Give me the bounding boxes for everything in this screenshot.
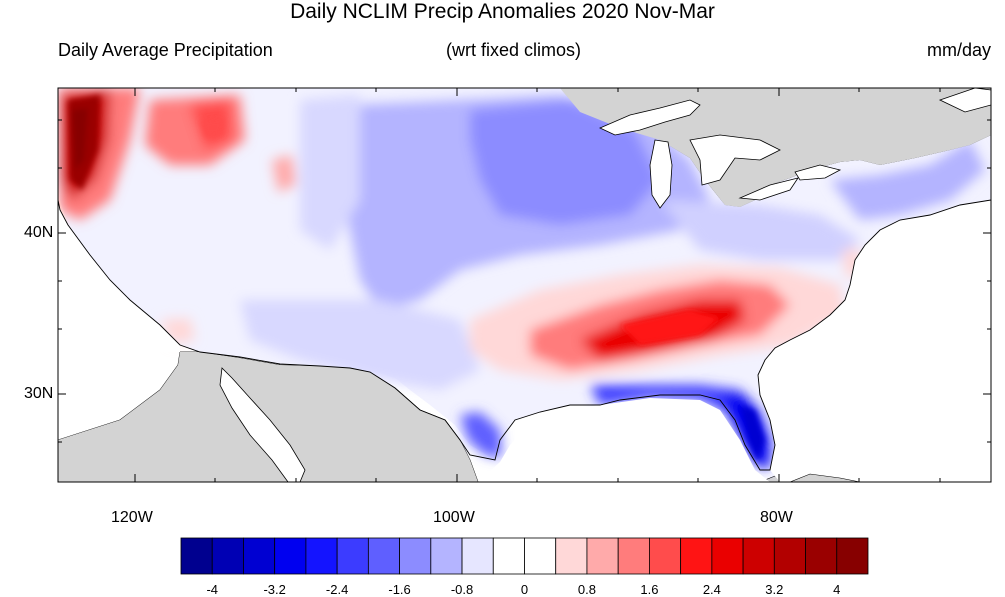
lake-erie <box>738 177 799 201</box>
colorbar-swatch <box>680 537 713 575</box>
axis-ticks <box>58 88 991 482</box>
colorbar-label: 2.4 <box>702 582 721 597</box>
colorbar-swatch <box>649 537 682 575</box>
pacific-mask <box>58 200 180 352</box>
colorbar-swatch <box>524 537 557 575</box>
lon-label-80w: 80W <box>760 509 793 526</box>
colorbar-swatch <box>711 537 744 575</box>
lake-huron <box>689 134 781 186</box>
colorbar-swatch <box>274 537 307 575</box>
center-subtitle: (wrt fixed climos) <box>446 40 582 60</box>
lat-label-30n: 30N <box>24 385 54 402</box>
colorbar-swatch <box>492 537 525 575</box>
left-subtitle: Daily Average Precipitation <box>58 40 273 60</box>
lake-ontario <box>794 164 842 181</box>
hudson-bay-lake <box>938 88 991 113</box>
us-coastline <box>58 199 991 471</box>
colorbar-swatch <box>461 537 494 575</box>
colorbar-label: 3.2 <box>765 582 784 597</box>
colorbar-swatch <box>336 537 369 575</box>
colorbar-label: -4 <box>206 582 218 597</box>
colorbar-label: -3.2 <box>263 582 286 597</box>
colorbar-swatch <box>430 537 463 575</box>
colorbar <box>180 537 869 575</box>
colorbar-label: 0 <box>520 582 529 597</box>
plot-frame <box>57 87 992 483</box>
anomaly-detail <box>68 95 765 462</box>
colorbar-swatch <box>617 537 650 575</box>
colorbar-label: 1.6 <box>640 582 659 597</box>
units-label: mm/day <box>926 40 991 60</box>
colorbar-swatch <box>742 537 775 575</box>
lon-label-120w: 120W <box>111 509 153 526</box>
colorbar-swatch <box>305 537 338 575</box>
lake-superior <box>599 99 701 136</box>
lake-michigan <box>649 139 673 209</box>
lat-label-40n: 40N <box>24 224 54 241</box>
map-plot-area <box>58 88 991 482</box>
baja-gulf <box>219 367 306 482</box>
colorbar-label: -0.8 <box>450 582 474 597</box>
cuba-shape <box>789 473 861 482</box>
colorbar-swatch <box>180 537 213 575</box>
colorbar-swatch <box>555 537 588 575</box>
colorbar-swatch <box>367 537 400 575</box>
colorbar-label: 4 <box>833 582 841 597</box>
atlantic-mask <box>758 200 991 482</box>
colorbar-swatch <box>399 537 432 575</box>
colorbar-label: -1.6 <box>388 582 411 597</box>
colorbar-swatch <box>773 537 806 575</box>
colorbar-swatch <box>805 537 838 575</box>
colorbar-swatch <box>836 537 869 575</box>
lon-label-100w: 100W <box>433 509 475 526</box>
colorbar-label: 0.8 <box>577 582 596 597</box>
map-title: Daily NCLIM Precip Anomalies 2020 Nov-Ma… <box>290 0 715 23</box>
colorbar-swatch <box>211 537 244 575</box>
colorbar-swatch <box>243 537 276 575</box>
colorbar-label: -2.4 <box>325 582 349 597</box>
gulf-mask <box>478 398 770 482</box>
mexico-mask <box>58 352 478 482</box>
colorbar-swatch <box>586 537 619 575</box>
